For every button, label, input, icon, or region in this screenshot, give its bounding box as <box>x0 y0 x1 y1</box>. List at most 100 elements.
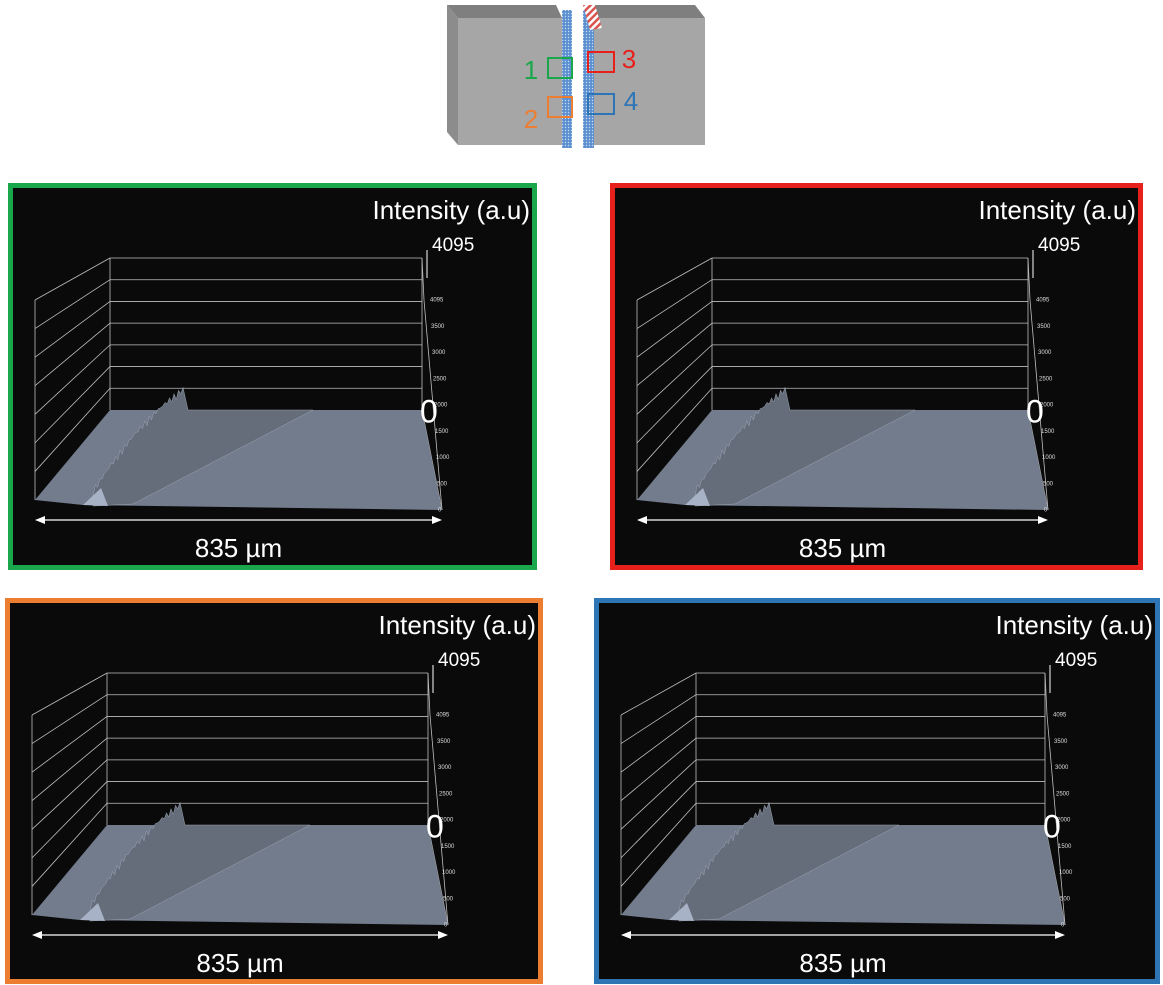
grid-line <box>31 694 108 744</box>
axis-tick-label: 3500 <box>1037 324 1051 330</box>
max-label: 4095 <box>432 235 474 256</box>
axis-tick-label: 0 <box>438 508 442 514</box>
zero-label: 0 <box>1026 393 1044 429</box>
max-label: 4095 <box>1038 235 1080 256</box>
max-label: 4095 <box>1055 650 1097 671</box>
axis-tick-label: 500 <box>443 896 454 902</box>
arrow-head <box>637 516 647 524</box>
grid-line <box>34 344 111 415</box>
region-label: 2 <box>524 104 538 134</box>
axis-tick-label: 500 <box>1060 896 1071 902</box>
frame-line <box>620 672 697 716</box>
arrow-head <box>432 516 442 524</box>
axis-tick-label: 1000 <box>1042 455 1056 461</box>
frame-line <box>34 257 111 301</box>
axis-tick-label: 1500 <box>1041 429 1055 435</box>
surface-plot-panel: 4095 3500 3000 2500 2000 1500 1000 500 0 835 µm In… <box>594 598 1160 984</box>
axis-tick-label: 0 <box>1061 923 1065 929</box>
grid-line <box>31 759 108 830</box>
region-box <box>587 51 615 73</box>
axis-tick-label: 2500 <box>433 376 447 382</box>
surface-plot-panel: 4095 3500 3000 2500 2000 1500 1000 500 0 835 µm In… <box>610 183 1143 570</box>
block-front <box>458 18 562 145</box>
axis-title: Intensity (a.u) <box>995 610 1153 640</box>
block-top <box>583 5 705 18</box>
interface-strip <box>583 10 594 148</box>
arrow-head <box>35 516 45 524</box>
region-label: 4 <box>624 86 638 116</box>
axis-tick-label: 3500 <box>437 739 451 745</box>
axis-tick-label: 1000 <box>436 455 450 461</box>
region-label: 3 <box>622 44 636 74</box>
axis-tick-label: 0 <box>444 923 448 929</box>
grid-line <box>620 737 697 802</box>
axis-tick-label: 2000 <box>1040 403 1054 409</box>
intensity-ridge <box>694 386 916 507</box>
frame-line <box>636 257 713 301</box>
axis-tick-label: 1000 <box>1059 870 1073 876</box>
axis-tick-label: 4095 <box>1036 298 1050 304</box>
grid-line <box>620 803 697 887</box>
arrow-head <box>1055 931 1065 939</box>
plot: 4095 3500 3000 2500 2000 1500 1000 500 0 835 µm In… <box>636 195 1136 563</box>
axis-tick-label: 3000 <box>1055 765 1069 771</box>
axis-tick-label: 4095 <box>436 713 450 719</box>
surface-plot-panel: 4095 3500 3000 2500 2000 1500 1000 500 0 835 µm In… <box>5 598 543 984</box>
sample-diagram: 1 2 3 4 <box>447 5 705 148</box>
block-front <box>594 18 705 145</box>
block-top <box>447 5 562 18</box>
region-box <box>547 96 573 118</box>
axis-tick-label: 3000 <box>1038 350 1052 356</box>
grid-line <box>620 759 697 830</box>
axis-title: Intensity (a.u) <box>978 195 1136 225</box>
grid-line <box>636 301 713 358</box>
axis-tick-label: 2500 <box>1039 376 1053 382</box>
axis-tick-label: 1500 <box>1058 844 1072 850</box>
scale-label: 835 µm <box>196 948 283 978</box>
axis-tick-label: 2500 <box>439 791 453 797</box>
intensity-ridge <box>89 801 311 922</box>
surface-edge <box>669 903 694 921</box>
surface-plot-panel: 4095 3500 3000 2500 2000 1500 1000 500 0 835 µm In… <box>8 183 537 570</box>
axis-tick-label: 2000 <box>440 818 454 824</box>
intensity-ridge <box>92 386 314 507</box>
hatched-region <box>583 5 602 30</box>
max-label: 4095 <box>438 650 480 671</box>
frame-line <box>421 257 425 301</box>
frame-line <box>1044 672 1048 716</box>
axis-tick-label: 2000 <box>434 403 448 409</box>
arrow-head <box>621 931 631 939</box>
block-side <box>447 5 458 145</box>
axis-tick-label: 2500 <box>1056 791 1070 797</box>
axis-title: Intensity (a.u) <box>378 610 536 640</box>
axis-title: Intensity (a.u) <box>372 195 530 225</box>
axis-tick-label: 3000 <box>432 350 446 356</box>
zero-label: 0 <box>426 808 444 844</box>
axis-tick-label: 4095 <box>1053 713 1067 719</box>
frame-line <box>1027 257 1031 301</box>
grid-line <box>31 716 108 773</box>
axis-tick-label: 3500 <box>431 324 445 330</box>
region-box <box>587 93 615 115</box>
grid-line <box>31 737 108 802</box>
plot: 4095 3500 3000 2500 2000 1500 1000 500 0 835 µm In… <box>31 610 536 978</box>
scale-label: 835 µm <box>799 948 886 978</box>
frame-line <box>423 299 443 511</box>
grid-line <box>31 803 108 887</box>
grid-line <box>620 716 697 773</box>
frame-line <box>429 714 449 926</box>
frame-line <box>1029 299 1049 511</box>
grid-line <box>636 322 713 387</box>
axis-tick-label: 4095 <box>430 298 444 304</box>
grid-line <box>636 388 713 472</box>
axis-tick-label: 0 <box>1044 508 1048 514</box>
frame-line <box>427 672 431 716</box>
axis-tick-label: 1500 <box>441 844 455 850</box>
grid-line <box>34 388 111 472</box>
grid-line <box>34 279 111 329</box>
grid-line <box>34 366 111 444</box>
region-label: 1 <box>524 55 538 85</box>
axis-tick-label: 500 <box>1043 481 1054 487</box>
region-box <box>547 57 573 79</box>
grid-line <box>31 781 108 859</box>
